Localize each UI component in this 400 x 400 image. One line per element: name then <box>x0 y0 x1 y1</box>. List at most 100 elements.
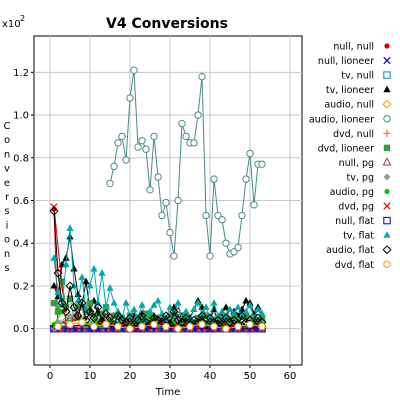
data-point <box>243 176 249 182</box>
data-point <box>163 323 169 329</box>
data-point <box>384 203 390 209</box>
data-point <box>239 212 245 218</box>
data-point <box>247 150 253 156</box>
legend-label: audio, lioneer <box>309 114 374 125</box>
legend-label: dvd, flat <box>335 260 375 271</box>
y-axis-label-char: v <box>4 164 10 175</box>
legend-item: dvd, flat <box>335 260 390 271</box>
legend-item: dvd, null <box>333 129 391 140</box>
data-point <box>159 212 165 218</box>
data-point <box>183 133 189 139</box>
legend-label: tv, flat <box>343 231 374 242</box>
data-point <box>211 323 217 329</box>
data-point <box>384 72 390 78</box>
data-point <box>155 174 161 180</box>
y-axis-label-char: s <box>4 263 9 274</box>
x-tick-label: 50 <box>244 371 257 382</box>
x-tick-label: 0 <box>47 371 53 382</box>
data-point <box>384 173 391 180</box>
y-axis-label-char: o <box>4 135 10 146</box>
data-point <box>199 73 205 79</box>
data-point <box>55 323 61 329</box>
x-tick-label: 30 <box>164 371 177 382</box>
legend-item: null, null <box>333 42 389 53</box>
data-point <box>139 137 145 143</box>
data-point <box>235 323 241 329</box>
data-point <box>115 323 121 329</box>
legend-label: null, pg <box>339 158 374 169</box>
data-point <box>147 187 153 193</box>
y-axis-label: Conversions <box>4 121 11 274</box>
legend-label: dvd, lioneer <box>318 143 375 154</box>
data-point <box>151 133 157 139</box>
data-point <box>175 197 181 203</box>
data-point <box>223 240 229 246</box>
legend-item: audio, lioneer <box>309 114 390 125</box>
chart-title: V4 Conversions <box>106 16 228 32</box>
data-point <box>223 325 229 331</box>
y-tick-label: 0.8 <box>13 153 29 164</box>
data-point <box>79 319 85 325</box>
data-point <box>171 253 177 259</box>
legend-item: audio, pg <box>330 187 390 198</box>
data-point <box>139 323 145 329</box>
legend-item: tv, pg <box>347 172 391 183</box>
y-tick-label: 0.4 <box>13 239 29 250</box>
legend-item: tv, null <box>341 71 390 82</box>
x-tick-label: 10 <box>84 371 97 382</box>
x-tick-label: 40 <box>204 371 217 382</box>
legend-label: null, lioneer <box>318 56 374 67</box>
legend-label: audio, flat <box>326 245 374 256</box>
data-point <box>163 199 169 205</box>
legend-item: dvd, pg <box>338 202 390 213</box>
data-point <box>123 157 129 163</box>
data-point <box>207 253 213 259</box>
data-point <box>135 144 141 150</box>
data-point <box>91 323 97 329</box>
legend-item: audio, flat <box>326 245 391 256</box>
legend-item: null, pg <box>339 158 391 169</box>
y-axis-label-char: n <box>4 149 10 160</box>
data-point <box>383 158 390 165</box>
y-axis-label-char: i <box>6 220 9 231</box>
data-point <box>187 323 193 329</box>
data-point <box>131 67 137 73</box>
data-point <box>203 212 209 218</box>
legend-item: null, lioneer <box>318 56 390 67</box>
y-axis-label-char: o <box>4 235 10 246</box>
y-axis-label-char: r <box>5 192 10 203</box>
legend-label: tv, null <box>341 71 374 82</box>
data-point <box>384 43 389 48</box>
legend-label: tv, pg <box>347 172 374 183</box>
y-tick-label: 1.2 <box>13 68 29 79</box>
data-point <box>67 321 73 327</box>
legend-item: tv, lioneer <box>326 85 391 96</box>
data-point <box>167 229 173 235</box>
data-point <box>247 321 253 327</box>
legend-label: dvd, null <box>333 129 374 140</box>
data-point <box>383 231 390 238</box>
data-point <box>127 95 133 101</box>
data-point <box>107 180 113 186</box>
data-point <box>219 217 225 223</box>
data-point <box>115 140 121 146</box>
data-point <box>383 130 390 137</box>
data-point <box>259 161 265 167</box>
data-point <box>384 217 390 223</box>
data-point <box>195 112 201 118</box>
legend-item: tv, flat <box>343 231 391 242</box>
data-point <box>384 145 390 151</box>
y-tick-label: 0.6 <box>13 196 29 207</box>
data-point <box>384 261 390 267</box>
data-point <box>191 140 197 146</box>
y-axis-label-char: s <box>4 206 9 217</box>
legend-item: dvd, lioneer <box>318 143 391 154</box>
y-multiplier-exponent: 2 <box>20 14 25 23</box>
y-axis-multiplier: x10 2 <box>2 14 25 30</box>
legend-label: tv, lioneer <box>326 85 374 96</box>
y-tick-label: 1.0 <box>13 111 29 122</box>
data-point <box>199 321 205 327</box>
data-point <box>51 300 57 306</box>
